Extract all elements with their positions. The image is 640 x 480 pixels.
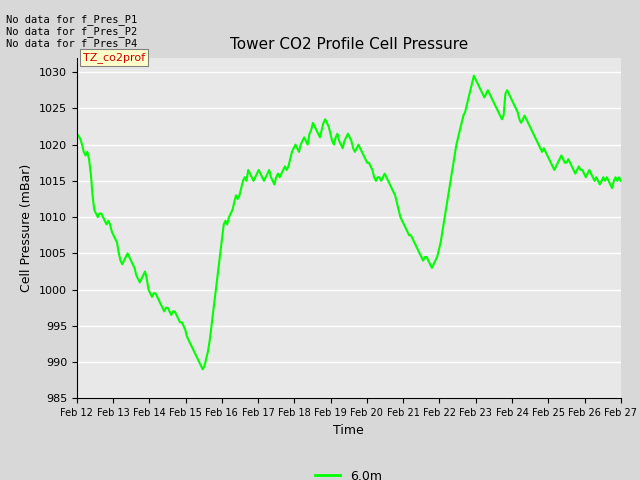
Text: No data for f_Pres_P2: No data for f_Pres_P2: [6, 25, 138, 36]
Text: No data for f_Pres_P4: No data for f_Pres_P4: [6, 37, 138, 48]
Legend: 6.0m: 6.0m: [310, 465, 387, 480]
Text: TZ_co2prof: TZ_co2prof: [83, 52, 145, 63]
Text: No data for f_Pres_P1: No data for f_Pres_P1: [6, 13, 138, 24]
Title: Tower CO2 Profile Cell Pressure: Tower CO2 Profile Cell Pressure: [230, 37, 468, 52]
Y-axis label: Cell Pressure (mBar): Cell Pressure (mBar): [20, 164, 33, 292]
X-axis label: Time: Time: [333, 424, 364, 437]
